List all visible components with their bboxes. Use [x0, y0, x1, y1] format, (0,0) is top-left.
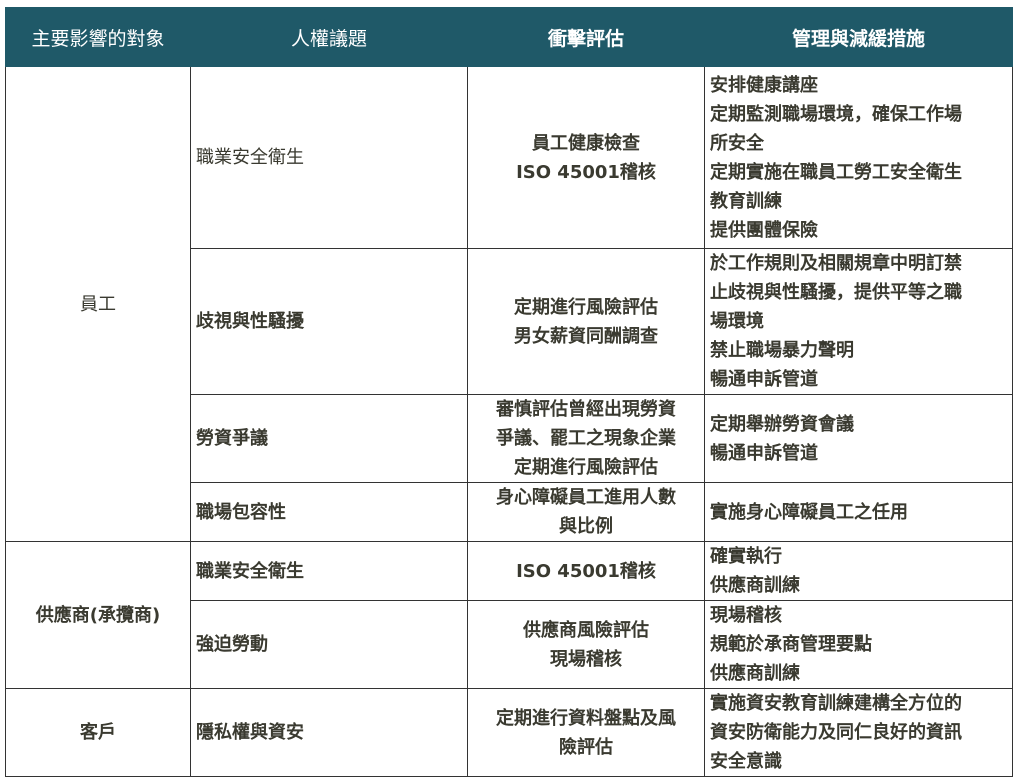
measures-line: 安全意識	[710, 751, 782, 772]
table-row: 勞資爭議 審慎評估曾經出現勞資 爭議、罷工之現象企業 定期進行風險評估 定期舉辦勞資會議…	[6, 394, 1013, 483]
measures-line: 禁止職場暴力聲明	[710, 340, 854, 361]
measures-line: 於工作規則及相關規章中明訂禁	[710, 253, 962, 274]
issue-cell: 勞資爭議	[190, 394, 468, 483]
target-cell: 客戶	[5, 688, 191, 777]
measures-line: 確實執行	[710, 546, 782, 567]
assessment-line: 爭議、罷工之現象企業	[496, 428, 676, 449]
measures-line: 資安防衛能力及同仁良好的資訊	[710, 722, 962, 743]
issue-cell: 隱私權與資安	[190, 688, 468, 777]
human-rights-table: 主要影響的對象 人權議題 衝擊評估 管理與減緩措施 員工 職業安全衛生 員工健康檢查…	[5, 7, 1013, 777]
assessment-line: 員工健康檢查	[532, 132, 640, 154]
assessment-cell: 定期進行資料盤點及風 險評估	[467, 688, 705, 777]
assessment-line: 險評估	[559, 736, 613, 758]
table-row: 歧視與性騷擾 定期進行風險評估 男女薪資同酬調查 於工作規則及相關規章中明訂禁 止歧視與…	[6, 248, 1013, 395]
measures-cell: 實施身心障礙員工之任用	[704, 482, 1013, 542]
target-cell: 供應商(承攬商)	[5, 541, 191, 689]
measures-line: 規範於承商管理要點	[710, 634, 872, 655]
measures-cell: 實施資安教育訓練建構全方位的 資安防衛能力及同仁良好的資訊 安全意識	[704, 688, 1013, 777]
assessment-line: 男女薪資同酬調查	[514, 325, 658, 347]
assessment-line: 供應商風險評估	[523, 619, 649, 641]
header-target: 主要影響的對象	[5, 7, 191, 67]
issue-cell: 歧視與性騷擾	[190, 248, 468, 395]
header-issue: 人權議題	[190, 7, 468, 67]
assessment-cell: 供應商風險評估 現場稽核	[467, 600, 705, 689]
measures-line: 提供團體保險	[710, 219, 818, 241]
measures-line: 定期監測職場環境，確保工作場	[710, 103, 962, 125]
measures-line: 場環境	[710, 311, 764, 332]
assessment-line: 身心障礙員工進用人數	[496, 487, 676, 508]
measures-cell: 現場稽核規範於承商管理要點 供應商訓練	[704, 600, 1013, 689]
measures-line: 暢通申訴管道	[710, 369, 818, 390]
measures-line: 所安全	[710, 132, 764, 154]
measures-line: 實施資安教育訓練建構全方位的	[710, 693, 962, 714]
measures-line: 定期舉辦勞資會議	[710, 413, 854, 435]
measures-line: 供應商訓練	[710, 575, 800, 596]
header-assessment: 衝擊評估	[467, 7, 705, 67]
assessment-cell: 員工健康檢查 ISO 45001稽核	[467, 66, 705, 249]
measures-cell: 安排健康講座定期監測職場環境，確保工作場 所安全定期實施在職員工勞工安全衛生 教育訓…	[704, 66, 1013, 249]
measures-cell: 確實執行 供應商訓練	[704, 541, 1013, 601]
assessment-line: 與比例	[559, 516, 613, 537]
assessment-cell: 定期進行風險評估 男女薪資同酬調查	[467, 248, 705, 395]
assessment-line: 現場稽核	[550, 648, 622, 670]
issue-cell: 職業安全衛生	[190, 541, 468, 601]
assessment-line: ISO 45001稽核	[516, 161, 656, 183]
measures-line: 止歧視與性騷擾，提供平等之職	[710, 282, 962, 303]
assessment-cell: 審慎評估曾經出現勞資 爭議、罷工之現象企業 定期進行風險評估	[467, 394, 705, 483]
assessment-line: 定期進行風險評估	[514, 296, 658, 318]
measures-line: 實施身心障礙員工之任用	[710, 501, 908, 523]
assessment-line: 定期進行風險評估	[514, 457, 658, 478]
issue-cell: 強迫勞動	[190, 600, 468, 689]
assessment-line: 審慎評估曾經出現勞資	[496, 399, 676, 420]
target-cell: 員工	[5, 66, 191, 542]
measures-cell: 於工作規則及相關規章中明訂禁 止歧視與性騷擾，提供平等之職 場環境禁止職場暴力聲明暢…	[704, 248, 1013, 395]
table-row: 客戶 隱私權與資安 定期進行資料盤點及風 險評估 實施資安教育訓練建構全方位的 資安防衛能…	[5, 688, 1013, 777]
assessment-line: 定期進行資料盤點及風	[496, 707, 676, 729]
assessment-line: ISO 45001稽核	[516, 560, 656, 582]
measures-line: 供應商訓練	[710, 663, 800, 684]
table-row: 員工 職業安全衛生 員工健康檢查 ISO 45001稽核 安排健康講座定期監測職場環境，…	[5, 66, 1013, 542]
measures-line: 教育訓練	[710, 190, 782, 212]
issue-cell: 職場包容性	[190, 482, 468, 542]
issue-cell: 職業安全衛生	[190, 66, 468, 249]
table-row: 職場包容性 身心障礙員工進用人數 與比例 實施身心障礙員工之任用	[6, 482, 1013, 542]
assessment-cell: ISO 45001稽核	[467, 541, 705, 601]
measures-line: 定期實施在職員工勞工安全衛生	[710, 161, 962, 183]
measures-cell: 定期舉辦勞資會議 暢通申訴管道	[704, 394, 1013, 483]
assessment-cell: 身心障礙員工進用人數 與比例	[467, 482, 705, 542]
table-row: 供應商(承攬商) 職業安全衛生 ISO 45001稽核 確實執行供應商訓練	[5, 541, 1013, 689]
measures-line: 暢通申訴管道	[710, 442, 818, 464]
measures-line: 安排健康講座	[710, 74, 818, 96]
header-row: 主要影響的對象 人權議題 衝擊評估 管理與減緩措施	[5, 7, 1013, 67]
measures-line: 現場稽核	[710, 605, 782, 626]
header-measures: 管理與減緩措施	[704, 7, 1013, 67]
